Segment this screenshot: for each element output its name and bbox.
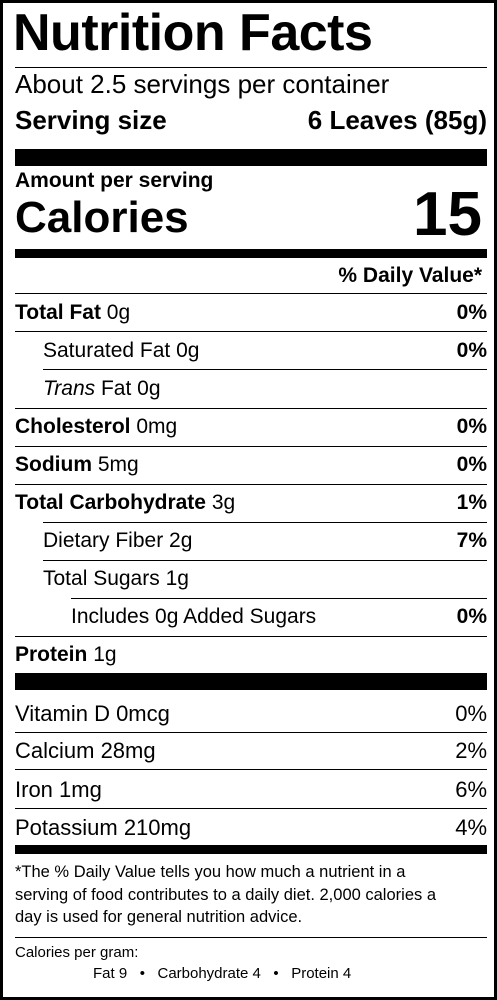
row-divider — [15, 484, 487, 485]
row-divider — [43, 522, 487, 523]
thick-divider-vitamins — [15, 673, 487, 690]
nutrient-dv: 0% — [456, 415, 487, 438]
thick-divider-footnote — [15, 845, 487, 854]
nutrient-name-italic: Trans — [43, 377, 96, 400]
vitamin-dv: 0% — [455, 701, 487, 726]
carbohydrate-calories: Carbohydrate 4 — [157, 965, 261, 982]
vitamin-row: Vitamin D 0mcg 0% — [15, 701, 487, 727]
vitamin-row: Iron 1mg 6% — [15, 777, 487, 803]
nutrient-dv: 0% — [456, 453, 487, 476]
nutrient-row-sodium: Sodium 5mg 0% — [15, 453, 487, 477]
vitamin-name: Vitamin D 0mcg — [15, 701, 170, 726]
nutrient-dv: 7% — [456, 529, 487, 552]
row-divider — [15, 446, 487, 447]
nutrient-row-added-sugars: Includes 0g Added Sugars 0% — [71, 605, 487, 629]
nutrient-name-rest: Fat 0g — [100, 377, 161, 400]
vitamin-row: Calcium 28mg 2% — [15, 738, 487, 764]
nutrient-name: Saturated Fat 0g — [43, 339, 200, 362]
row-divider — [15, 408, 487, 409]
vitamin-row: Potassium 210mg 4% — [15, 815, 487, 841]
nutrient-dv: 0% — [456, 301, 487, 324]
nutrient-name: Includes 0g Added Sugars — [71, 605, 317, 628]
serving-size-value: 6 Leaves (85g) — [307, 105, 487, 135]
calories-label: Calories — [15, 193, 189, 242]
label-title: Nutrition Facts — [13, 4, 373, 62]
vitamin-name: Potassium 210mg — [15, 815, 192, 840]
nutrient-name: Protein — [15, 643, 88, 666]
title-divider — [15, 67, 487, 68]
footnote-divider — [15, 937, 487, 938]
row-divider — [71, 598, 487, 599]
vitamin-dv: 4% — [455, 815, 487, 840]
protein-calories: Protein 4 — [291, 965, 352, 982]
nutrient-dv: 0% — [456, 339, 487, 362]
amount-per-serving: Amount per serving — [15, 169, 214, 192]
nutrient-name: Cholesterol — [15, 415, 131, 438]
calories-value: 15 — [413, 180, 482, 249]
row-divider — [15, 331, 487, 332]
nutrient-row-saturated-fat: Saturated Fat 0g 0% — [43, 339, 487, 363]
nutrient-row-trans-fat: Trans Fat 0g — [43, 377, 487, 401]
servings-per-container: About 2.5 servings per container — [15, 69, 390, 99]
vitamin-dv: 6% — [455, 777, 487, 802]
row-divider — [15, 732, 487, 733]
nutrient-amount: 1g — [93, 643, 117, 666]
vitamin-name: Calcium 28mg — [15, 738, 156, 763]
serving-size-label: Serving size — [15, 105, 167, 135]
nutrient-name: Total Fat — [15, 301, 101, 324]
nutrient-dv: 1% — [456, 491, 487, 514]
row-divider — [15, 808, 487, 809]
nutrient-name: Total Sugars 1g — [43, 567, 189, 590]
footnote-line: *The % Daily Value tells you how much a … — [15, 863, 406, 881]
row-divider — [43, 560, 487, 561]
footnote-line: serving of food contributes to a daily d… — [15, 886, 436, 904]
thick-divider-top — [15, 149, 487, 166]
divider-dv — [15, 293, 487, 294]
vitamin-name: Iron 1mg — [15, 777, 102, 802]
nutrient-amount: 0g — [106, 301, 131, 324]
nutrient-dv: 0% — [456, 605, 487, 628]
row-divider — [15, 769, 487, 770]
nutrient-name: Dietary Fiber 2g — [43, 529, 193, 552]
footnote-line: day is used for general nutrition advice… — [15, 908, 303, 926]
nutrient-row-protein: Protein 1g — [15, 643, 487, 667]
nutrient-name: Sodium — [15, 453, 92, 476]
nutrient-row-cholesterol: Cholesterol 0mg 0% — [15, 415, 487, 439]
serving-size-row: Serving size 6 Leaves (85g) — [15, 105, 487, 136]
fat-calories: Fat 9 — [93, 965, 128, 982]
calories-per-gram-values: Fat 9 • Carbohydrate 4 • Protein 4 — [93, 965, 351, 982]
nutrient-row-dietary-fiber: Dietary Fiber 2g 7% — [43, 529, 487, 553]
nutrient-name: Total Carbohydrate — [15, 491, 206, 514]
daily-value-header: % Daily Value* — [338, 264, 482, 287]
nutrient-amount: 3g — [211, 491, 236, 514]
nutrient-row-total-carbohydrate: Total Carbohydrate 3g 1% — [15, 491, 487, 515]
row-divider — [43, 369, 487, 370]
nutrient-row-total-fat: Total Fat 0g 0% — [15, 301, 487, 325]
thick-divider-calories — [15, 249, 487, 258]
bullet-icon: • — [273, 965, 279, 982]
row-divider — [15, 636, 487, 637]
nutrient-amount: 5mg — [97, 453, 139, 476]
nutrient-amount: 0mg — [136, 415, 178, 438]
nutrient-row-total-sugars: Total Sugars 1g — [43, 567, 487, 591]
vitamin-dv: 2% — [455, 738, 487, 763]
bullet-icon: • — [139, 965, 145, 982]
calories-per-gram-label: Calories per gram: — [15, 944, 139, 961]
